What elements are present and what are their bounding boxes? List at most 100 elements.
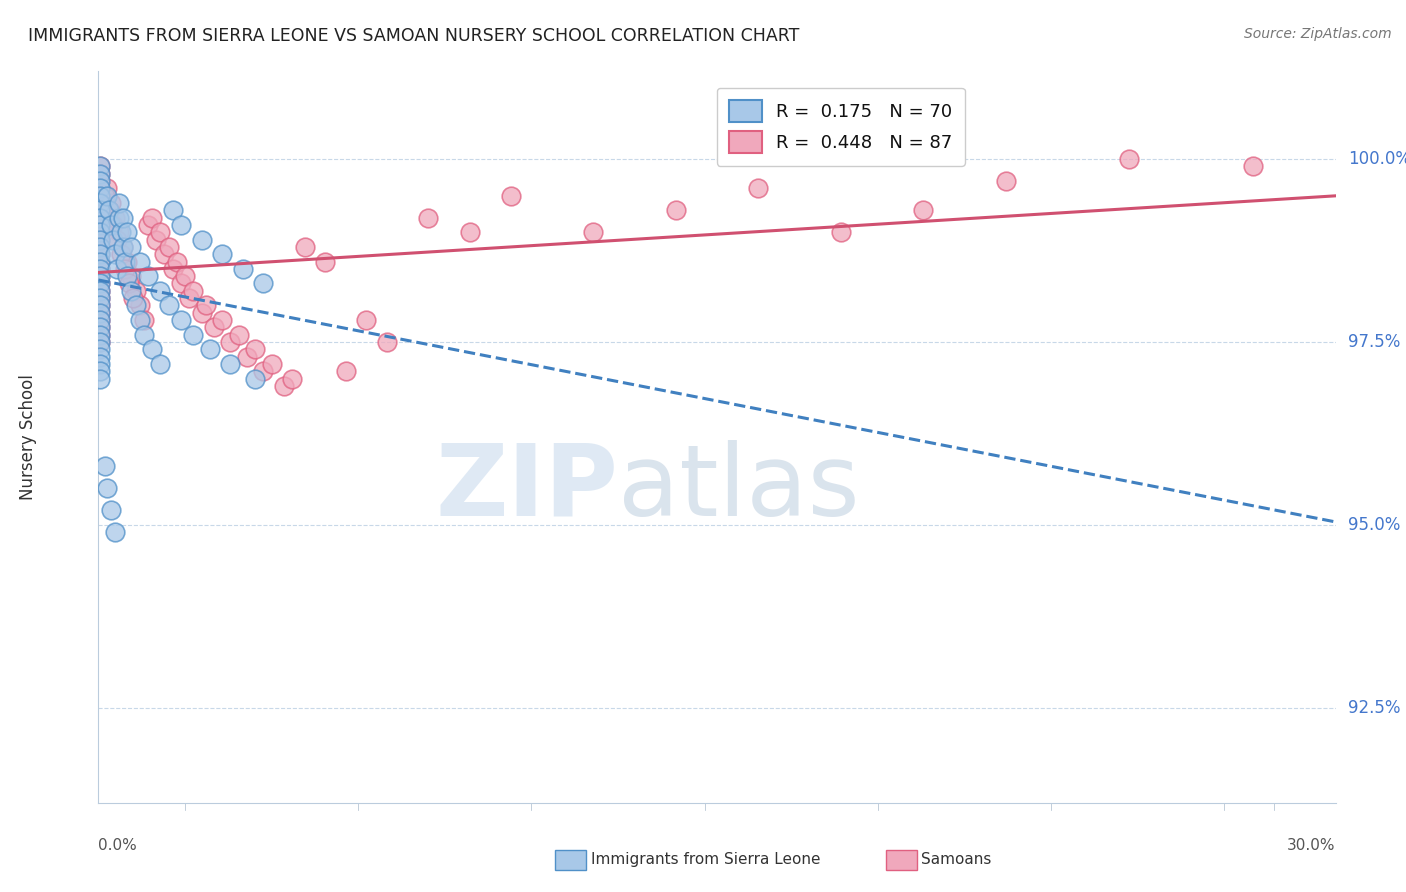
- Point: [314, 254, 336, 268]
- Point: [89, 334, 111, 349]
- Text: 92.5%: 92.5%: [1348, 698, 1400, 716]
- Point: [132, 327, 155, 342]
- Point: [89, 269, 111, 284]
- Point: [132, 313, 155, 327]
- Point: [89, 291, 111, 305]
- Point: [89, 167, 111, 181]
- Point: [97, 203, 120, 218]
- Point: [89, 284, 111, 298]
- Point: [273, 379, 295, 393]
- Point: [89, 188, 111, 202]
- Point: [89, 247, 111, 261]
- Point: [89, 313, 111, 327]
- Point: [170, 313, 193, 327]
- Point: [190, 233, 212, 247]
- Point: [198, 343, 221, 357]
- Point: [252, 364, 274, 378]
- Point: [162, 261, 184, 276]
- Point: [89, 174, 111, 188]
- Point: [128, 313, 150, 327]
- Point: [108, 211, 131, 225]
- Text: 0.0%: 0.0%: [98, 838, 138, 854]
- Point: [194, 298, 217, 312]
- Text: Samoans: Samoans: [921, 853, 991, 867]
- Point: [89, 350, 111, 364]
- Point: [105, 233, 128, 247]
- Point: [100, 218, 122, 232]
- Point: [356, 313, 378, 327]
- Point: [89, 306, 111, 320]
- Point: [89, 160, 111, 174]
- Point: [100, 503, 122, 517]
- Point: [202, 320, 225, 334]
- Point: [994, 174, 1017, 188]
- Point: [89, 298, 111, 312]
- Point: [153, 247, 176, 261]
- Point: [128, 298, 150, 312]
- Point: [89, 261, 111, 276]
- Point: [89, 320, 111, 334]
- Point: [162, 203, 184, 218]
- Point: [170, 218, 193, 232]
- Point: [145, 233, 167, 247]
- Point: [89, 313, 111, 327]
- Point: [181, 284, 204, 298]
- Point: [101, 233, 124, 247]
- Point: [157, 298, 180, 312]
- Point: [458, 225, 481, 239]
- Text: 95.0%: 95.0%: [1348, 516, 1400, 533]
- Point: [120, 240, 142, 254]
- Point: [89, 167, 111, 181]
- Legend: R =  0.175   N = 70, R =  0.448   N = 87: R = 0.175 N = 70, R = 0.448 N = 87: [717, 87, 965, 166]
- Point: [117, 225, 139, 239]
- Point: [89, 240, 111, 254]
- Point: [120, 284, 142, 298]
- Point: [89, 334, 111, 349]
- Text: IMMIGRANTS FROM SIERRA LEONE VS SAMOAN NURSERY SCHOOL CORRELATION CHART: IMMIGRANTS FROM SIERRA LEONE VS SAMOAN N…: [28, 27, 800, 45]
- Point: [89, 203, 111, 218]
- Point: [211, 247, 233, 261]
- Point: [141, 343, 163, 357]
- Point: [219, 357, 242, 371]
- Point: [89, 261, 111, 276]
- Point: [1118, 152, 1140, 166]
- Point: [128, 254, 150, 268]
- Point: [89, 327, 111, 342]
- Point: [236, 350, 259, 364]
- Text: Source: ZipAtlas.com: Source: ZipAtlas.com: [1244, 27, 1392, 41]
- Point: [174, 269, 197, 284]
- Point: [89, 291, 111, 305]
- Point: [335, 364, 357, 378]
- Point: [89, 254, 111, 268]
- Point: [117, 254, 139, 268]
- Point: [89, 211, 111, 225]
- Point: [89, 371, 111, 385]
- Point: [228, 327, 250, 342]
- Point: [96, 481, 118, 495]
- Point: [281, 371, 304, 385]
- Point: [375, 334, 398, 349]
- Point: [122, 291, 145, 305]
- Point: [136, 218, 159, 232]
- Point: [149, 225, 172, 239]
- Point: [89, 181, 111, 195]
- Point: [108, 225, 131, 239]
- Point: [89, 306, 111, 320]
- Point: [112, 240, 135, 254]
- Point: [170, 277, 193, 291]
- Point: [89, 188, 111, 202]
- Point: [104, 211, 127, 225]
- Text: Immigrants from Sierra Leone: Immigrants from Sierra Leone: [591, 853, 820, 867]
- Point: [141, 211, 163, 225]
- Point: [179, 291, 201, 305]
- Point: [105, 261, 128, 276]
- Point: [89, 233, 111, 247]
- Point: [418, 211, 440, 225]
- Point: [190, 306, 212, 320]
- Point: [104, 247, 127, 261]
- Point: [89, 364, 111, 378]
- Point: [1241, 160, 1264, 174]
- Text: 30.0%: 30.0%: [1288, 838, 1336, 854]
- Point: [149, 284, 172, 298]
- Point: [89, 277, 111, 291]
